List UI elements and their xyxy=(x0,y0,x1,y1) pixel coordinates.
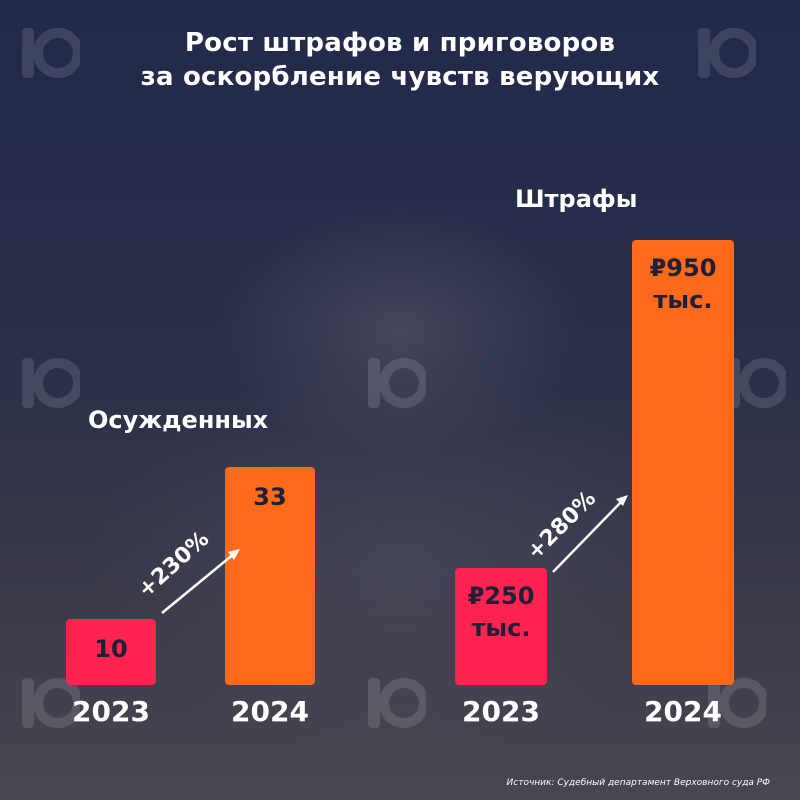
logo-watermark-icon xyxy=(708,678,766,728)
logo-watermark-icon xyxy=(22,28,80,78)
convicted-group-title: Осужденных xyxy=(88,406,269,434)
data-label-fines-2023-value: ₽250 xyxy=(467,582,535,610)
bar-fines-2024 xyxy=(632,240,734,685)
logo-watermark-icon xyxy=(22,358,80,408)
data-label-fines-2024-value: ₽950 xyxy=(649,254,717,282)
logo-watermark-icon xyxy=(22,678,80,728)
title-line-2: за оскорбление чувств верующих xyxy=(140,62,660,92)
chart-title: Рост штрафов и приговоров за оскорбление… xyxy=(0,26,800,94)
logo-watermark-icon xyxy=(368,678,426,728)
tick-label-fines-2023: 2023 xyxy=(462,695,540,728)
bar-convicted-2023 xyxy=(66,619,156,685)
bar-fines-2023 xyxy=(455,568,547,685)
logo-watermark-icon xyxy=(368,358,426,408)
data-label-fines-2023: ₽250 тыс. xyxy=(455,580,547,644)
data-label-fines-2024-unit: тыс. xyxy=(653,286,713,314)
title-line-1: Рост штрафов и приговоров xyxy=(184,28,616,58)
data-label-fines-2024: ₽950 тыс. xyxy=(632,252,734,316)
bar-convicted-2024 xyxy=(225,467,315,685)
tick-label-fines-2024: 2024 xyxy=(644,695,722,728)
tick-label-convicted-2024: 2024 xyxy=(231,695,309,728)
fines-group-title: Штрафы xyxy=(515,185,638,213)
tick-label-convicted-2023: 2023 xyxy=(72,695,150,728)
data-label-fines-2023-unit: тыс. xyxy=(471,614,531,642)
data-label-convicted-2024: 33 xyxy=(253,483,287,511)
source-note: Источник: Судебный департамент Верховног… xyxy=(506,778,770,788)
data-label-convicted-2023: 10 xyxy=(94,635,128,663)
logo-watermark-icon xyxy=(698,28,756,78)
